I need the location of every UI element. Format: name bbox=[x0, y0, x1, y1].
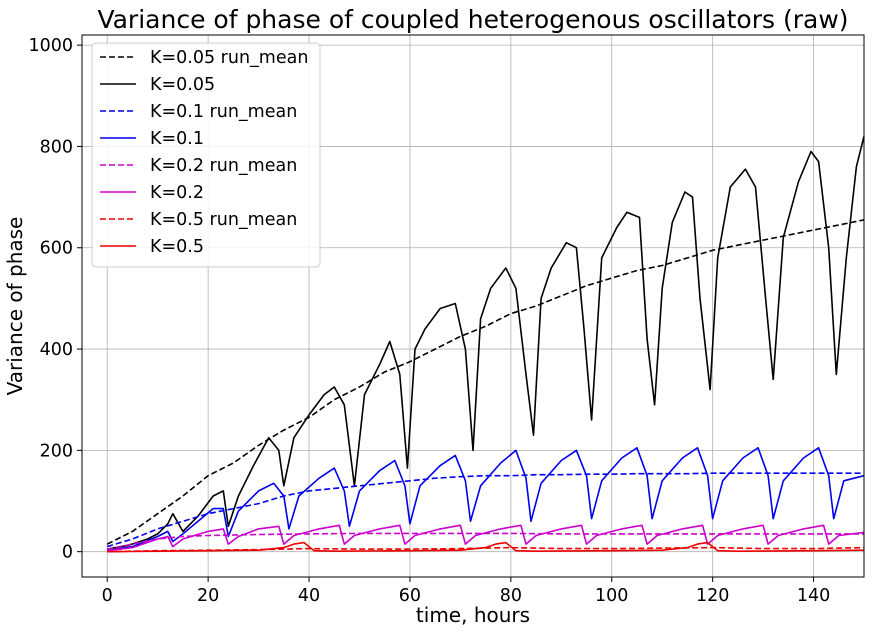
series-group bbox=[106, 136, 865, 553]
x-tick-label: 40 bbox=[298, 586, 320, 606]
y-tick-label: 0 bbox=[62, 543, 73, 563]
series-line-k-0-2-run-mean bbox=[107, 532, 864, 550]
x-tick-label: 80 bbox=[500, 586, 522, 606]
series-line-k-0-05-run-mean bbox=[106, 219, 865, 545]
x-tick-label: 100 bbox=[595, 586, 628, 606]
x-tick-label: 60 bbox=[399, 586, 421, 606]
x-tick-label: 120 bbox=[696, 586, 729, 606]
y-tick-label: 600 bbox=[40, 239, 73, 259]
legend-entry: K=0.1 run_mean bbox=[150, 102, 297, 122]
legend-entry: K=0.2 bbox=[150, 183, 204, 203]
legend-entry: K=0.05 run_mean bbox=[150, 48, 308, 68]
legend-entry: K=0.1 bbox=[150, 129, 204, 149]
series-line-k-0-2 bbox=[107, 524, 865, 552]
legend-entry: K=0.5 run_mean bbox=[150, 210, 297, 230]
series-line-k-0-05 bbox=[107, 136, 865, 550]
legend-entry: K=0.2 run_mean bbox=[150, 156, 297, 176]
series-line-k-0-1 bbox=[107, 447, 865, 552]
y-tick-label: 800 bbox=[40, 137, 73, 157]
chart-title: Variance of phase of coupled heterogenou… bbox=[97, 5, 848, 34]
y-tick-label: 200 bbox=[40, 441, 73, 461]
y-tick-label: 1000 bbox=[28, 36, 73, 56]
x-tick-label: 20 bbox=[197, 586, 219, 606]
x-axis-label: time, hours bbox=[416, 603, 530, 627]
y-ticks: 0 200 400 600 800 1000 bbox=[28, 36, 82, 563]
x-tick-label: 140 bbox=[797, 586, 830, 606]
x-ticks: 0 20 40 60 80 100 120 140 bbox=[102, 577, 830, 606]
legend-entry: K=0.5 bbox=[150, 237, 204, 257]
y-axis-label: Variance of phase bbox=[3, 217, 27, 396]
legend-box bbox=[91, 42, 321, 268]
y-tick-label: 400 bbox=[40, 340, 73, 360]
series-line-k-0-5 bbox=[107, 541, 865, 553]
series-line-k-0-1-run-mean bbox=[106, 472, 864, 548]
x-tick-label: 0 bbox=[102, 586, 113, 606]
plot-frame bbox=[81, 34, 865, 578]
legend-entry: K=0.05 bbox=[150, 75, 215, 95]
legend: K=0.05 run_mean K=0.05 K=0.1 run_mean K=0.1… bbox=[91, 42, 321, 268]
